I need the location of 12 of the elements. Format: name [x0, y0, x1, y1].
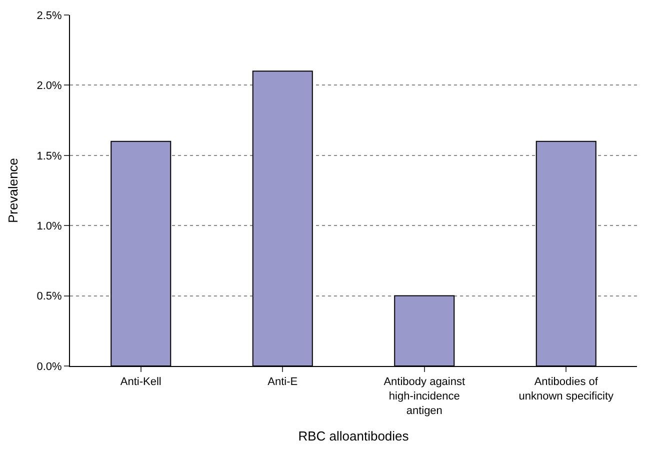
x-axis-title: RBC alloantibodies [298, 428, 410, 444]
x-tick-label: Anti-Kell [120, 376, 162, 388]
y-axis-title: Prevalence [6, 158, 21, 224]
y-tick-label: 1.0% [36, 220, 62, 232]
x-tick-label: Antibody against high-incidence antigen [384, 376, 466, 417]
x-tick-label: Anti-E [268, 376, 298, 388]
y-tick-label: 0.0% [36, 360, 62, 373]
y-tick-label: 2.5% [36, 10, 62, 22]
y-tick-label: 0.5% [36, 290, 62, 303]
y-tick-label: 2.0% [36, 80, 62, 92]
y-tick-label: 1.5% [36, 150, 62, 162]
x-tick-label: Antibodies of unknown specificity [518, 376, 614, 402]
